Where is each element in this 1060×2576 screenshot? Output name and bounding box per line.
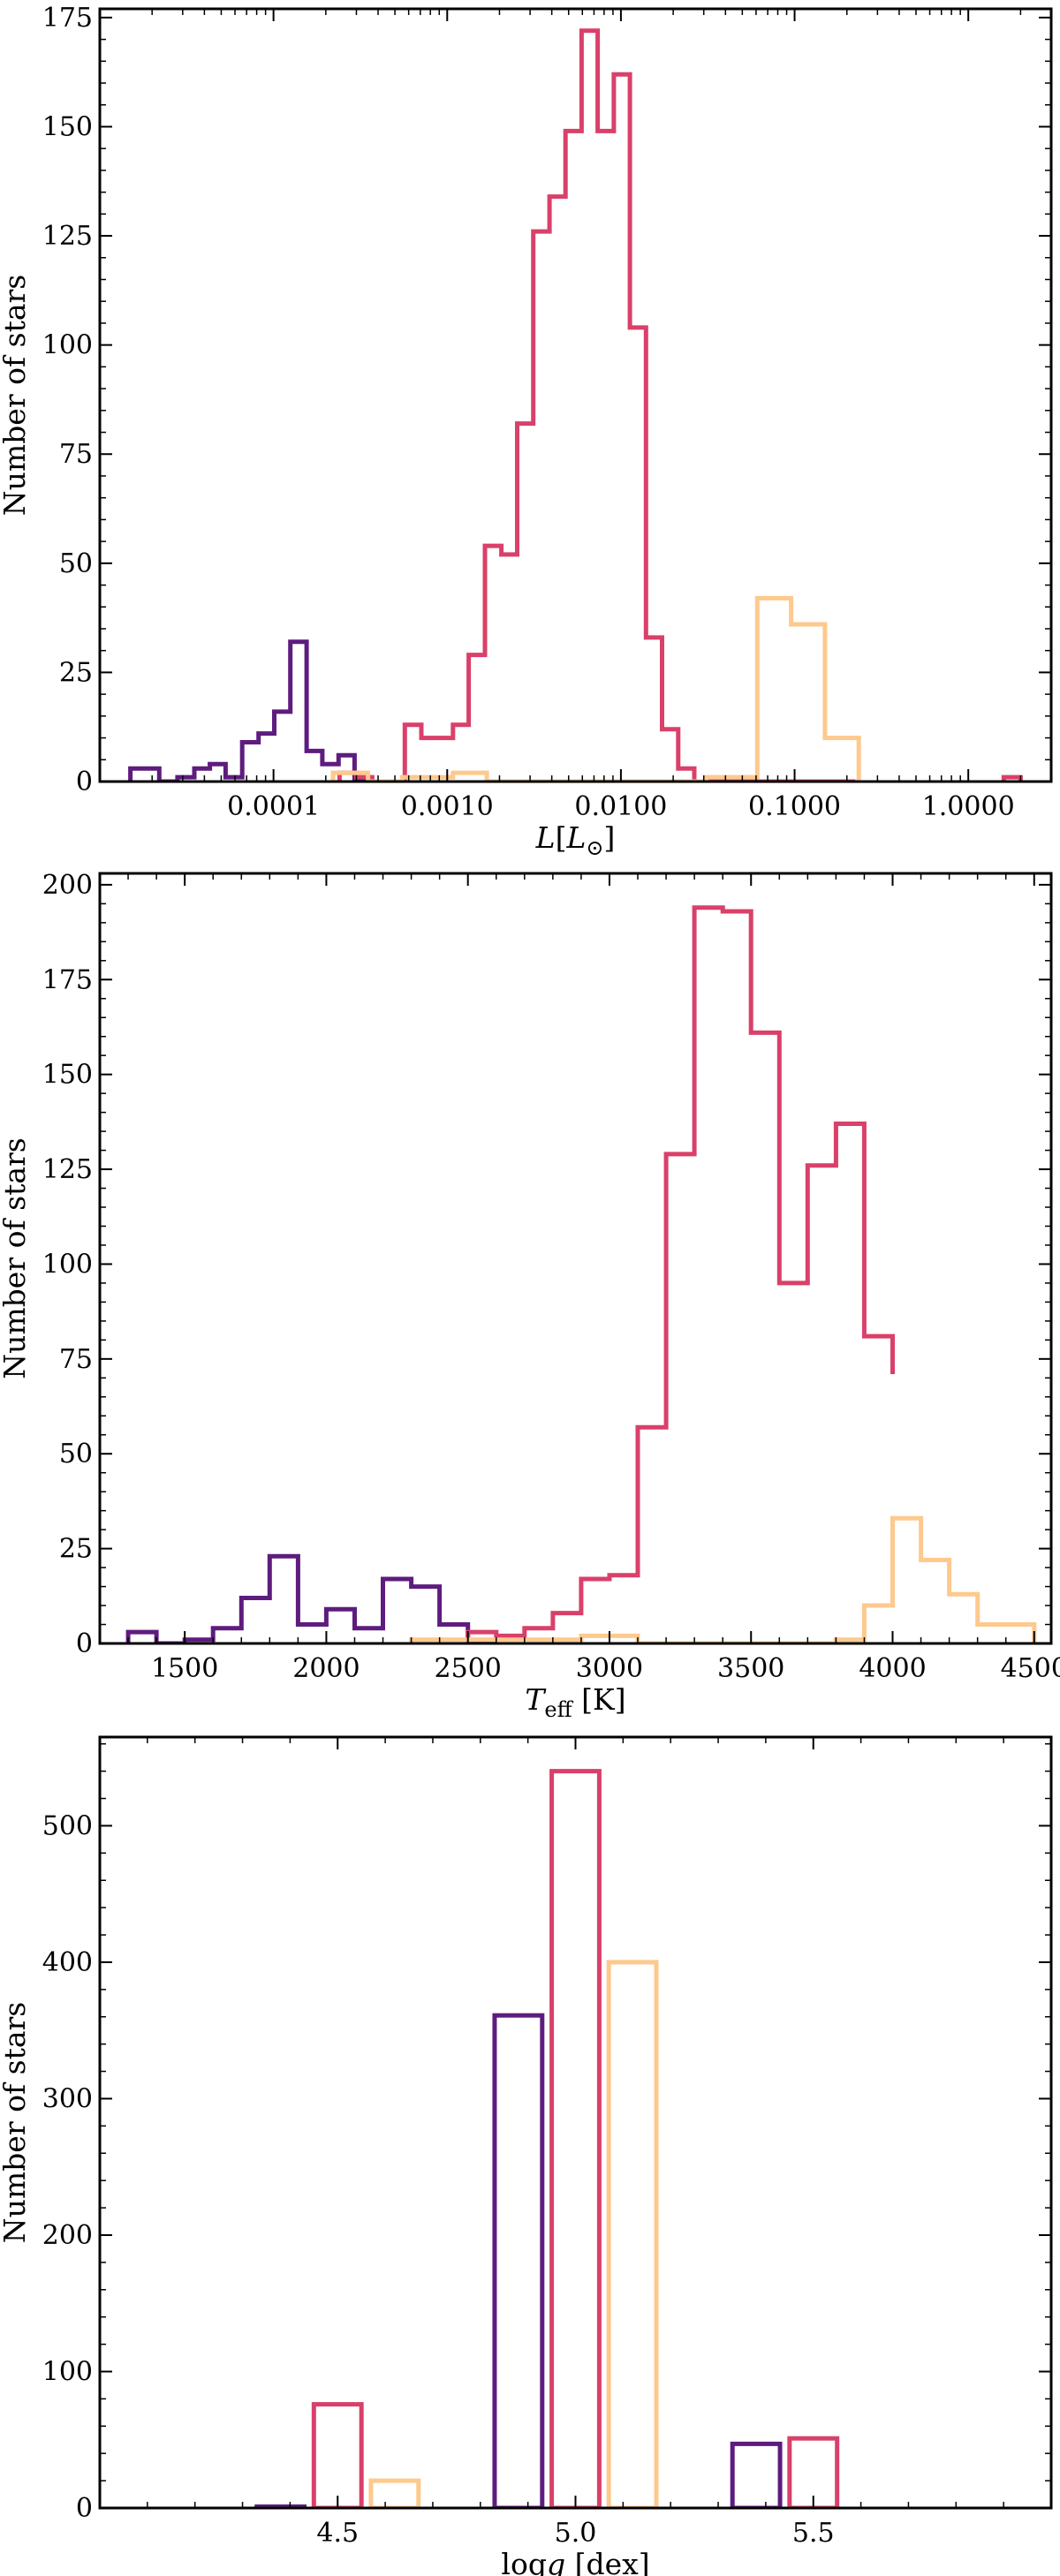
panel0-xtick-label: 0.1000	[748, 791, 841, 822]
panel2-bar-series-1-0	[311, 2402, 364, 2508]
temperature-histogram-panel: 0 25 50 75 100 125 150 175 200 1500 2000 2500 3000 35…	[0, 870, 1060, 1722]
panel0-xtick-label: 0.0100	[574, 791, 667, 822]
panel0-xtick-label: 1.0000	[922, 791, 1015, 822]
panel0-xtick-label: 0.0010	[401, 791, 494, 822]
panel1-histogram-series-0	[125, 1553, 496, 1643]
panel2-xlabel: logg [dex]	[501, 2547, 649, 2576]
panel1-xtick-label: 3500	[717, 1653, 784, 1684]
surface-gravity-histogram-panel: 0 100 200 300 400 500 4.5 5.0 5.5 Number of stars…	[0, 1735, 1053, 2576]
panel0-histogram-series-1	[337, 28, 856, 782]
panel1-xlabel: Teff [K]	[525, 1682, 625, 1722]
panel1-ytick-label: 200	[42, 870, 93, 901]
panel1-data	[125, 905, 1037, 1643]
panel2-xtick-label: 5.5	[792, 2518, 835, 2549]
panel2-ytick-label: 100	[42, 2356, 93, 2387]
panel0-ylabel: Number of stars	[0, 275, 32, 517]
panel1-ylabel: Number of stars	[0, 1137, 32, 1379]
panel1-xtick-label: 4500	[1001, 1653, 1060, 1684]
panel2-bar-series-2-0	[368, 2478, 421, 2508]
panel0-ytick-label: 0	[76, 767, 93, 797]
panel0-ytick-label: 75	[59, 439, 93, 470]
panel1-xtick-label: 4000	[859, 1653, 926, 1684]
panel0-ytick-label: 150	[42, 111, 93, 142]
panel2-ytick-label: 300	[42, 2083, 93, 2114]
panel0-ytick-label: 25	[59, 657, 93, 688]
panel0-xtick-label: 0.0001	[227, 791, 320, 822]
panel2-data	[254, 1769, 840, 2508]
panel0-data	[128, 28, 1023, 782]
panel1-ytick-label: 100	[42, 1249, 93, 1280]
panel2-ytick-label: 200	[42, 2220, 93, 2251]
panel0-ytick-label: 50	[59, 548, 93, 579]
panel1-xtick-label: 2000	[292, 1653, 360, 1684]
panel0-xlabel: L[L⊙]	[535, 820, 616, 860]
panel1-frame	[98, 872, 1053, 1645]
panel1-ytick-label: 125	[42, 1154, 93, 1185]
panel2-ytick-label: 500	[42, 1810, 93, 1841]
panel2-ylabel: Number of stars	[0, 2002, 32, 2244]
panel1-histogram-series-2	[409, 1515, 1037, 1643]
panel0-ytick-label: 175	[42, 3, 93, 34]
panel1-ytick-label: 75	[59, 1344, 93, 1375]
panel1-xtick-label: 1500	[151, 1653, 218, 1684]
panel1-histogram-series-1	[466, 905, 895, 1643]
panel2-bar-series-0-1	[492, 2013, 545, 2508]
panel2-bar-series-1-2	[787, 2436, 840, 2508]
panel1-ytick-label: 50	[59, 1439, 93, 1469]
panel2-bar-series-0-2	[730, 2441, 783, 2508]
panel2-frame	[98, 1735, 1053, 2510]
panel1-xtick-label: 3000	[576, 1653, 643, 1684]
panel0-histogram-series-3	[330, 595, 861, 782]
panel0-frame	[98, 7, 1053, 783]
panel1-ytick-label: 175	[42, 964, 93, 995]
panel1-ytick-label: 0	[76, 1628, 93, 1659]
panel2-ytick-label: 0	[76, 2493, 93, 2524]
panel0-ytick-label: 125	[42, 221, 93, 252]
panel2-bar-series-2-1	[606, 1960, 659, 2508]
panel1-xtick-label: 2500	[435, 1653, 502, 1684]
panel2-xtick-label: 5.0	[555, 2518, 597, 2549]
panel2-xtick-label: 4.5	[316, 2518, 359, 2549]
panel2-ytick-label: 400	[42, 1947, 93, 1978]
luminosity-histogram-panel: 0 25 50 75 100 125 150 175 0.0001 0.0010 0.0100 0.1…	[0, 3, 1053, 860]
panel0-histogram-series-0	[128, 639, 387, 782]
panel1-ytick-label: 25	[59, 1534, 93, 1565]
panel2-bar-series-1-1	[549, 1769, 602, 2508]
panel0-ytick-label: 100	[42, 330, 93, 361]
panel1-ytick-label: 150	[42, 1060, 93, 1091]
